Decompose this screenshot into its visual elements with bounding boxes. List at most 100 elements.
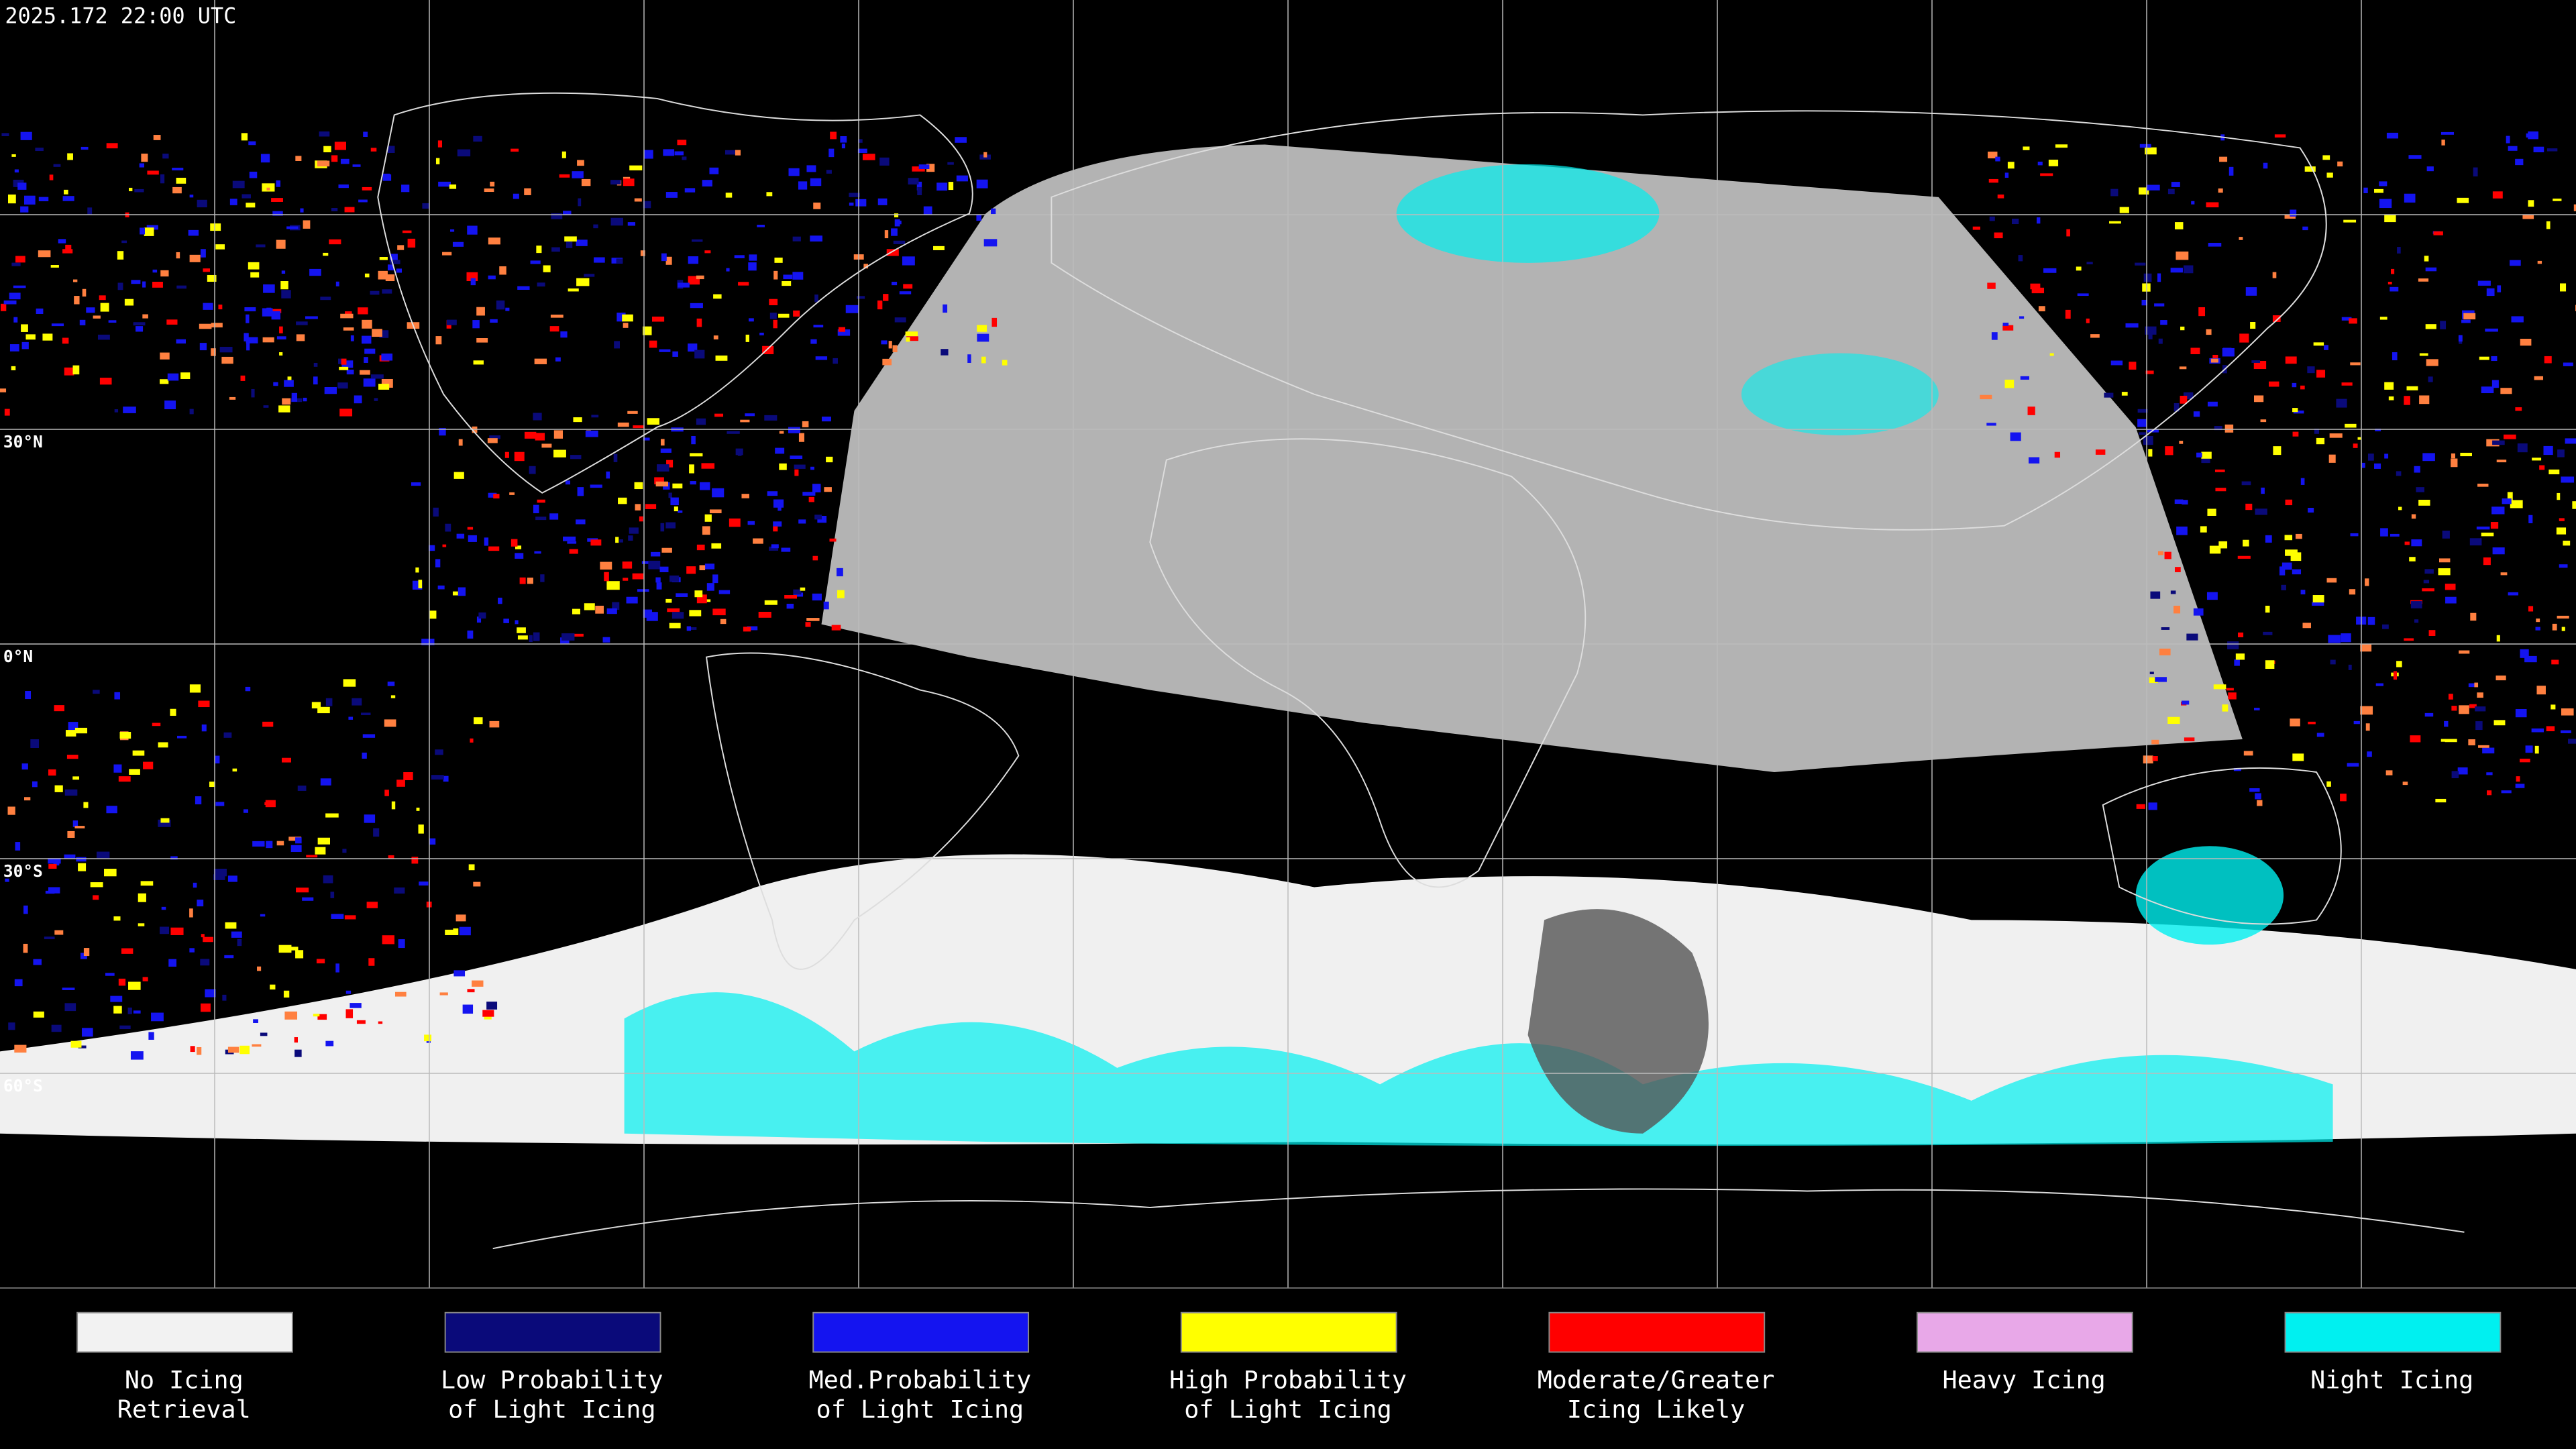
icing-speckle <box>2463 313 2476 320</box>
icing-speckle <box>457 149 471 157</box>
icing-speckle <box>2208 242 2222 247</box>
icing-speckle <box>943 304 948 313</box>
icing-speckle <box>2255 508 2267 515</box>
icing-speckle <box>368 958 375 966</box>
icing-speckle <box>2219 156 2228 162</box>
legend-label: of Light Icing <box>816 1395 1024 1424</box>
icing-speckle <box>364 273 370 278</box>
icing-speckle <box>287 376 292 381</box>
icing-speckle <box>2143 755 2153 764</box>
icing-speckle <box>176 177 186 184</box>
icing-speckle <box>468 535 477 542</box>
icing-speckle <box>660 523 665 532</box>
coastlines <box>377 92 2465 1250</box>
icing-speckle <box>2174 567 2181 572</box>
icing-speckle <box>560 331 568 338</box>
icing-speckle <box>133 322 146 326</box>
icing-speckle <box>2119 207 2129 213</box>
icing-speckle <box>555 357 561 362</box>
icing-speckle <box>51 323 64 327</box>
icing-speckle <box>2145 147 2157 155</box>
icing-speckle <box>2418 499 2430 506</box>
icing-speckle <box>632 573 644 580</box>
icing-speckle <box>537 282 545 287</box>
icing-speckle <box>476 307 485 316</box>
icing-speckle <box>2206 202 2219 208</box>
icing-speckle <box>378 384 390 390</box>
icing-speckle <box>777 507 782 511</box>
icing-speckle <box>289 947 299 951</box>
icing-speckle <box>2485 328 2498 332</box>
icing-speckle <box>24 797 31 801</box>
icing-speckle <box>93 895 99 900</box>
icing-speckle <box>189 254 201 262</box>
icing-speckle <box>530 260 541 264</box>
icing-speckle <box>224 955 234 959</box>
icing-speckle <box>727 431 740 434</box>
icing-speckle <box>712 488 724 498</box>
icing-speckle <box>2515 158 2524 166</box>
icing-speckle <box>2496 460 2507 463</box>
icing-speckle <box>2292 431 2299 437</box>
latitude-label: 60°S <box>3 1076 43 1095</box>
icing-speckle <box>550 314 564 318</box>
icing-speckle <box>2411 514 2416 519</box>
icing-speckle <box>50 265 59 268</box>
icing-speckle <box>2438 568 2451 576</box>
icing-speckle <box>83 948 90 957</box>
icing-speckle <box>879 157 890 166</box>
icing-speckle <box>488 546 500 551</box>
icing-speckle <box>2164 551 2171 559</box>
icing-speckle <box>2137 409 2148 413</box>
icing-speckle <box>2416 487 2424 492</box>
icing-speckle <box>888 341 892 349</box>
icing-speckle <box>108 320 117 323</box>
icing-speckle <box>244 307 256 312</box>
icing-speckle <box>317 706 330 714</box>
icing-speckle <box>340 313 354 319</box>
icing-speckle <box>849 202 854 206</box>
icing-speckle <box>2448 694 2453 700</box>
icing-speckle <box>282 398 291 405</box>
icing-speckle <box>209 782 215 788</box>
icing-speckle <box>387 146 395 154</box>
icing-speckle <box>899 291 912 294</box>
icing-speckle <box>1995 156 2000 162</box>
icing-speckle <box>2109 221 2121 224</box>
timestamp: 2025.172 22:00 UTC <box>5 3 236 28</box>
icing-speckle <box>2300 590 2306 595</box>
icing-speckle <box>442 544 447 547</box>
icing-speckle <box>2326 781 2331 787</box>
icing-speckle <box>398 939 405 949</box>
icing-speckle <box>2451 453 2455 459</box>
icing-speckle <box>637 589 649 592</box>
icing-speckle <box>2439 558 2451 563</box>
icing-speckle <box>606 608 617 614</box>
icing-speckle <box>745 334 749 342</box>
icing-speckle <box>172 186 182 194</box>
icing-speckle <box>553 430 564 439</box>
icing-speckle <box>814 294 818 303</box>
icing-speckle <box>189 409 194 415</box>
icing-speckle <box>840 136 847 143</box>
icing-speckle <box>21 763 28 770</box>
icing-speckle <box>534 551 541 554</box>
icing-speckle <box>2406 386 2418 390</box>
icing-speckle <box>810 178 822 186</box>
icing-speckle <box>740 419 750 423</box>
icing-speckle <box>2426 166 2434 172</box>
icing-speckle <box>2065 309 2071 319</box>
icing-speckle <box>2010 432 2021 441</box>
icing-speckle <box>160 818 170 823</box>
icing-speckle <box>2272 315 2281 322</box>
icing-speckle <box>606 471 610 479</box>
icing-speckle <box>2302 226 2308 231</box>
icing-speckle <box>2167 716 2180 724</box>
icing-speckle <box>1988 178 1998 183</box>
icing-speckle <box>606 581 620 590</box>
icing-speckle <box>633 425 645 429</box>
icing-speckle <box>342 849 347 853</box>
icing-speckle <box>674 506 678 512</box>
icing-speckle <box>743 627 751 632</box>
icing-speckle <box>2235 653 2245 660</box>
